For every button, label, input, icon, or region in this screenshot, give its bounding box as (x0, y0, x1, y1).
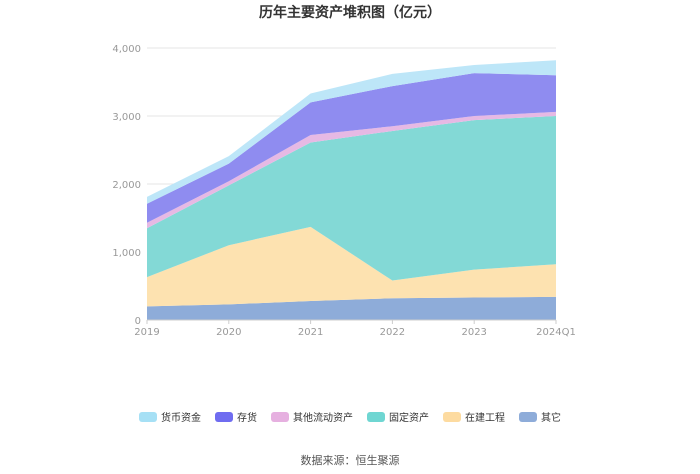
area-series-3 (147, 111, 556, 229)
area-series-0 (147, 296, 556, 320)
area-series-1 (147, 226, 556, 307)
area-series-4 (147, 73, 556, 223)
legend-label: 货币资金 (161, 413, 201, 424)
x-tick-label: 2023 (461, 327, 486, 338)
legend-item[interactable]: 在建工程 (443, 409, 505, 424)
legend-swatch (271, 411, 289, 422)
legend-label: 在建工程 (465, 413, 505, 424)
legend-label: 其他流动资产 (293, 413, 353, 424)
legend-item[interactable]: 其它 (519, 409, 561, 424)
legend-item[interactable]: 其他流动资产 (271, 409, 353, 424)
area-series-5 (147, 60, 556, 204)
stacked-area-chart: 0 1,000 2,000 3,000 4,000 2019 2020 2021 2022 202… (112, 44, 576, 338)
legend-item[interactable]: 存货 (215, 409, 257, 424)
x-tick-label: 2021 (298, 327, 323, 338)
x-tick-label: 2024Q1 (536, 327, 576, 338)
chart-title: 历年主要资产堆积图（亿元） (259, 5, 441, 21)
y-tick-label: 1,000 (112, 248, 141, 259)
legend-swatch (139, 411, 157, 422)
legend-swatch (443, 411, 461, 422)
y-tick-label: 3,000 (112, 112, 141, 123)
legend-swatch (367, 411, 385, 422)
y-tick-label: 2,000 (112, 180, 141, 191)
legend-label: 其它 (541, 413, 561, 424)
legend-swatch (215, 411, 233, 422)
y-tick-label: 4,000 (112, 44, 141, 55)
legend-swatch (519, 411, 537, 422)
legend-item[interactable]: 固定资产 (367, 409, 429, 424)
x-tick-label: 2019 (134, 327, 159, 338)
data-source: 数据来源：恒生聚源 (300, 454, 400, 467)
area-series-2 (147, 116, 556, 281)
legend-label: 固定资产 (389, 413, 429, 424)
chart-legend: 货币资金 存货 其他流动资产 固定资产 在建工程 其它 (0, 409, 700, 424)
x-tick-label: 2022 (380, 327, 405, 338)
legend-label: 存货 (237, 413, 257, 424)
x-tick-label: 2020 (216, 327, 241, 338)
y-tick-label: 0 (135, 316, 141, 327)
legend-item[interactable]: 货币资金 (139, 409, 201, 424)
